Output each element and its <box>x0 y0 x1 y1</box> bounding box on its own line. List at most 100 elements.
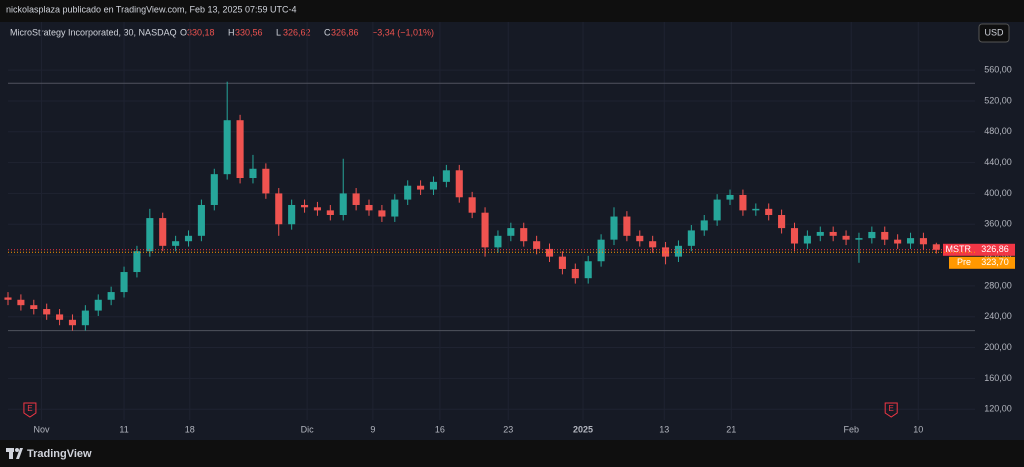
candle-body <box>133 251 141 273</box>
candle-body <box>739 194 747 211</box>
candle-body <box>829 231 837 236</box>
legend-value: 330,18 <box>187 27 215 37</box>
earnings-label: E <box>27 404 32 413</box>
candle-body <box>545 248 554 257</box>
y-tick-label: 120,00 <box>984 404 1012 414</box>
candle-body <box>919 238 927 245</box>
currency-button[interactable] <box>978 23 1010 43</box>
candle-body <box>816 231 824 236</box>
candle-body <box>778 215 786 229</box>
candle-body <box>700 220 708 231</box>
candle-body <box>210 174 218 205</box>
earnings-marker <box>884 402 898 418</box>
candle-body <box>752 208 760 211</box>
candle-body <box>429 181 438 190</box>
candle-body <box>184 235 193 242</box>
candle-body <box>649 241 657 248</box>
legend-change: −3,34 (−1,01%) <box>372 27 434 37</box>
candle-body <box>146 218 154 252</box>
price-tag-name: Pre <box>957 257 971 267</box>
publisher: nickolasplaza publicado en TradingView.c… <box>6 4 297 14</box>
candle-body <box>197 204 205 236</box>
legend-value: 330,56 <box>235 27 263 37</box>
candle-body <box>275 193 283 225</box>
x-tick-label: 13 <box>659 424 669 434</box>
candle-body <box>610 216 618 240</box>
candle-body <box>81 310 89 326</box>
candle-body <box>313 207 321 211</box>
y-tick-label: 360,00 <box>984 219 1012 229</box>
candle-body <box>481 212 489 248</box>
legend-key: H <box>228 27 235 37</box>
x-tick-label: 18 <box>185 424 195 434</box>
candle-body <box>107 292 115 300</box>
candle-body <box>932 244 940 250</box>
candle-body <box>494 235 502 248</box>
candle-body <box>30 305 38 310</box>
y-tick-label: 200,00 <box>984 342 1012 352</box>
candle-body <box>533 241 541 249</box>
y-tick-label: 160,00 <box>984 373 1012 383</box>
candle-body <box>765 208 773 216</box>
candle-body <box>301 204 309 208</box>
candle-body <box>803 235 811 244</box>
x-tick-label: 9 <box>370 424 375 434</box>
candle-body <box>558 256 566 269</box>
candle-body <box>94 299 102 311</box>
candle-body <box>790 228 799 244</box>
candle-body <box>674 245 682 257</box>
candle-body <box>855 238 863 240</box>
y-tick-label: 560,00 <box>984 64 1012 74</box>
y-tick-label: 400,00 <box>984 188 1012 198</box>
price-tag-bg <box>975 243 1015 256</box>
candle-body <box>636 235 644 242</box>
candle-body <box>687 230 695 246</box>
candle-body <box>571 268 579 279</box>
x-tick-label: 2025 <box>573 424 593 434</box>
earnings-marker <box>23 402 37 418</box>
legend-key: O <box>180 27 187 37</box>
candle-body <box>172 241 180 246</box>
candle-body <box>68 319 77 326</box>
price-tag-name-bg <box>949 256 975 269</box>
chart-title: MicroStrategy Incorporated, 30, NASDAQ <box>10 27 177 37</box>
x-tick-label: 16 <box>435 424 445 434</box>
candle-body <box>352 193 360 205</box>
candle-body <box>468 197 476 213</box>
logo <box>6 448 23 459</box>
candle-body <box>842 235 850 240</box>
candle-body <box>404 185 412 200</box>
y-tick-label: 440,00 <box>984 157 1012 167</box>
y-tick-label: 520,00 <box>984 95 1012 105</box>
candle-body <box>56 314 64 320</box>
candle-body <box>507 228 515 236</box>
candle-body <box>262 168 270 194</box>
candle-body <box>391 199 399 217</box>
candle-body <box>236 120 244 179</box>
candle-body <box>339 193 347 216</box>
candle-body <box>365 204 373 211</box>
legend-key: L <box>276 27 281 37</box>
brand: TradingView <box>27 448 92 460</box>
x-tick-label: 11 <box>119 424 128 434</box>
legend-value: 326,62 <box>283 27 311 37</box>
price-tag-value: 323,70 <box>981 257 1009 267</box>
y-tick-label: 480,00 <box>984 126 1012 136</box>
legend-key: C <box>324 27 331 37</box>
candle-body <box>584 261 592 279</box>
candle-body <box>455 170 463 198</box>
price-tag-value: 326,86 <box>981 244 1009 254</box>
candle-body <box>288 204 296 225</box>
candle-body <box>120 272 128 293</box>
x-tick-label: Feb <box>843 424 859 434</box>
earnings-label: E <box>889 404 894 413</box>
candle-body <box>223 120 231 175</box>
candle-body <box>326 210 334 216</box>
price-tag-name: MSTR <box>946 244 972 254</box>
currency[interactable]: USD <box>984 27 1004 37</box>
candle-body <box>249 168 257 179</box>
candle-body <box>894 239 902 244</box>
candle-body <box>713 199 721 221</box>
y-tick-label: 240,00 <box>984 311 1012 321</box>
